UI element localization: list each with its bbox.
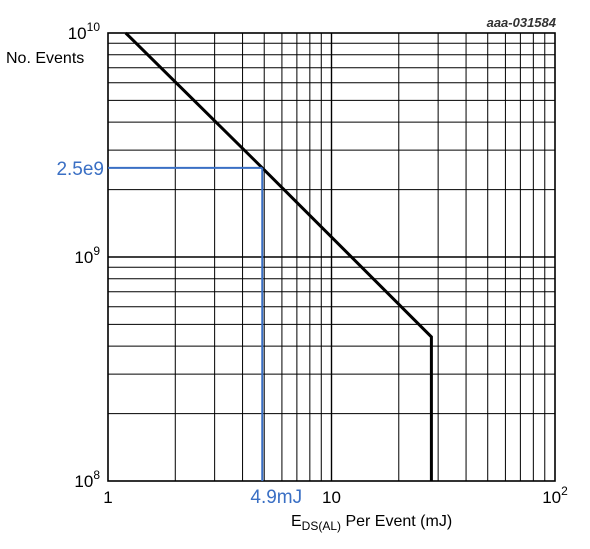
grid <box>108 33 555 481</box>
tick-labels: 1 10 102 108 109 1010 <box>68 20 568 507</box>
series-line <box>124 31 433 481</box>
y-axis-title: No. Events <box>6 50 84 67</box>
x-axis-title: EDS(AL) Per Event (mJ) <box>291 513 452 533</box>
x-tick-label: 1 <box>103 488 112 507</box>
annotation-label-x: 4.9mJ <box>250 487 302 508</box>
annotation-layer: 2.5e9 4.9mJ <box>56 159 302 508</box>
y-tick-label: 108 <box>74 468 100 491</box>
figure-code: aaa-031584 <box>487 15 557 30</box>
x-axis-title-subscript: DS(AL) <box>302 519 341 533</box>
x-tick-label: 102 <box>542 484 568 507</box>
x-axis-title-rest: Per Event (mJ) <box>341 513 452 530</box>
y-tick-label: 109 <box>74 244 100 267</box>
x-tick-label: 10 <box>322 488 341 507</box>
plot-frame <box>107 32 556 482</box>
x-axis-title-main: E <box>291 513 302 530</box>
y-tick-label: 1010 <box>68 20 101 43</box>
plot-border <box>107 32 556 482</box>
annotation-label-y: 2.5e9 <box>56 159 104 180</box>
series-layer <box>124 31 433 481</box>
